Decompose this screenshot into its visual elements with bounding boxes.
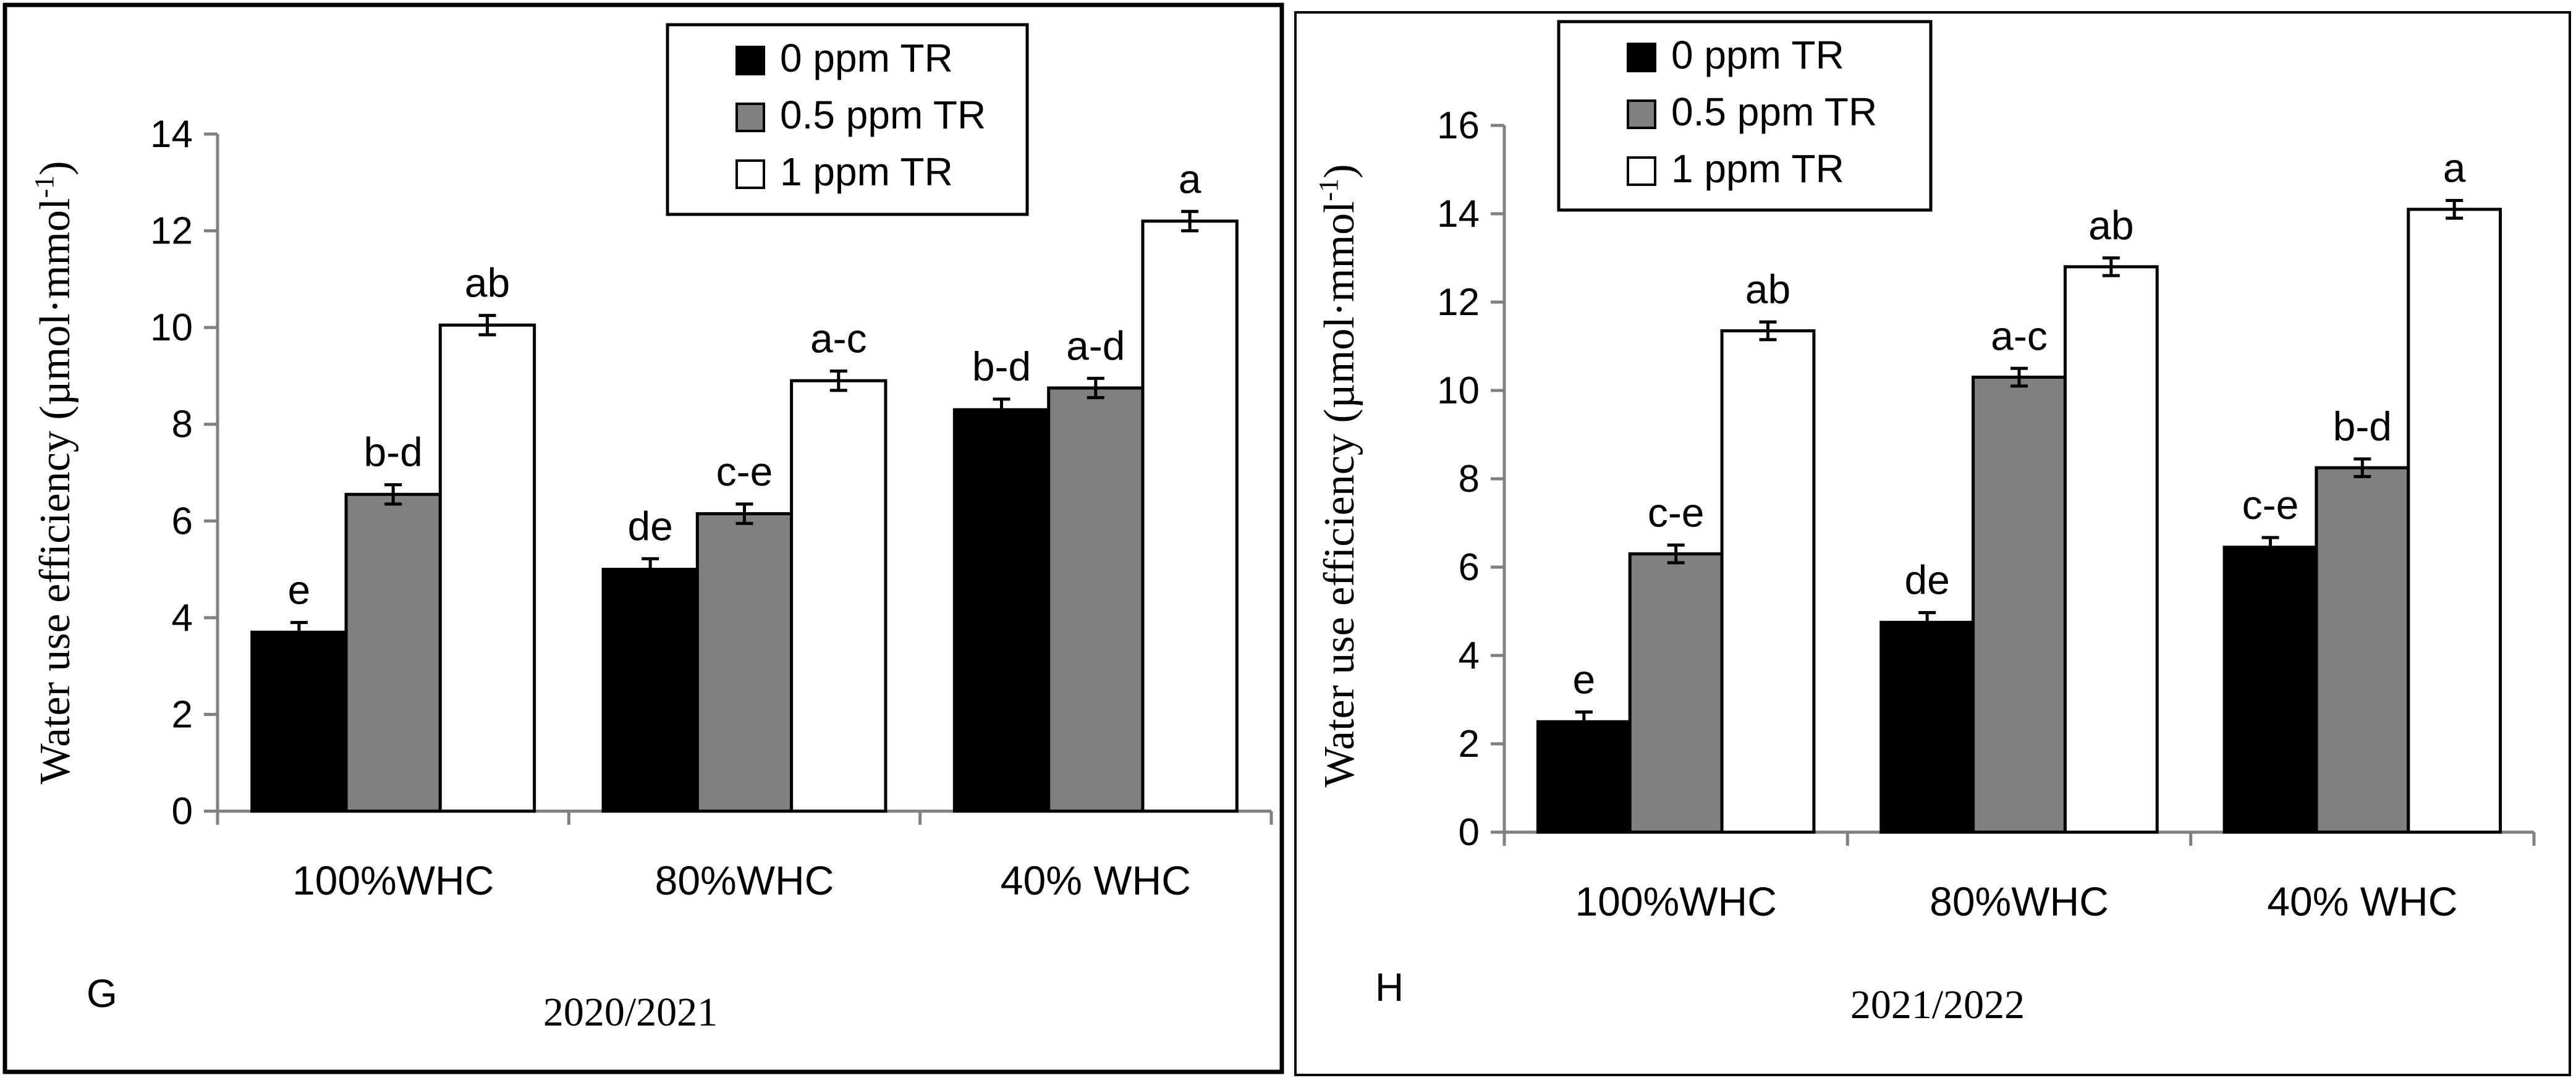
legend-label: 0 ppm TR <box>1671 33 1844 77</box>
legend-label: 1 ppm TR <box>1671 146 1844 191</box>
legend-swatch <box>1627 156 1656 186</box>
significance-letter: a-c <box>1991 313 2048 358</box>
y-tick-label: 6 <box>172 500 193 542</box>
legend-box <box>666 23 1029 216</box>
x-category-label: 80%WHC <box>655 858 834 903</box>
y-tick-label: 8 <box>172 403 193 446</box>
significance-letter: ab <box>465 260 510 306</box>
bar-0-ppm-tr <box>1536 720 1632 834</box>
y-tick-label: 14 <box>150 113 193 156</box>
bar-1-ppm-tr <box>790 379 888 813</box>
chart-panel-G: 0 2 4 6 8 10 12 14 100%WHC e b-d ab 80%WHC de c-e a-c 40… <box>2 2 1284 1074</box>
significance-letter: a-c <box>810 316 867 361</box>
y-axis-label-main: Water use efficiency (µmol·mmol <box>32 198 79 785</box>
y-tick-label: 0 <box>1459 811 1480 854</box>
x-category-label: 100%WHC <box>292 858 494 903</box>
significance-letter: b-d <box>972 343 1031 389</box>
y-tick-label: 10 <box>150 306 193 349</box>
bar-0-5-ppm-tr <box>344 492 442 813</box>
bar-0-ppm-tr <box>601 568 699 813</box>
bar-0-ppm-tr <box>250 630 348 813</box>
significance-letter: b-d <box>2333 403 2392 449</box>
y-axis-label: Water use efficiency (µmol·mmol-1) <box>1313 164 1363 788</box>
chart-frame <box>1294 11 2571 1076</box>
legend-swatch <box>735 159 765 189</box>
y-axis-label-superscript: -1 <box>29 175 59 198</box>
legend-label: 0.5 ppm TR <box>780 93 986 137</box>
y-axis-label: Water use efficiency (µmol·mmol-1) <box>29 161 79 785</box>
legend-swatch <box>735 46 765 75</box>
legend-box <box>1557 20 1933 212</box>
bar-1-ppm-tr <box>1141 219 1239 813</box>
panel-label: G <box>87 971 117 1016</box>
chart-panel-H: 0 2 4 6 8 10 12 14 16 100%WHC e c-e ab 80%WHC de a-c ab 4… <box>1294 11 2571 1076</box>
y-axis-label-close: ) <box>1316 164 1363 179</box>
y-tick-label: 14 <box>1437 193 1480 235</box>
x-category-label: 40% WHC <box>2267 879 2457 924</box>
bar-1-ppm-tr <box>1720 329 1816 834</box>
y-tick-label: 0 <box>172 790 193 833</box>
legend-swatch <box>1627 43 1656 72</box>
y-axis-label-main: Water use efficiency (µmol·mmol <box>1316 201 1363 788</box>
x-category-label: 100%WHC <box>1575 879 1776 924</box>
chart-frame <box>2 2 1284 1074</box>
significance-letter: a <box>2443 145 2466 191</box>
significance-letter: ab <box>1745 266 1790 312</box>
season-label: 2020/2021 <box>543 990 718 1035</box>
bar-0-ppm-tr <box>2222 546 2318 834</box>
season-label: 2021/2022 <box>1850 982 2025 1027</box>
bar-1-ppm-tr <box>438 323 536 813</box>
legend-swatch <box>735 103 765 132</box>
y-tick-label: 12 <box>1437 281 1480 324</box>
bar-0-5-ppm-tr <box>695 512 794 813</box>
significance-letter: ab <box>2088 203 2133 248</box>
significance-letter: de <box>1904 557 1949 603</box>
bar-1-ppm-tr <box>2407 208 2502 834</box>
bar-1-ppm-tr <box>2063 265 2159 834</box>
y-tick-label: 16 <box>1437 104 1480 147</box>
y-tick-label: 6 <box>1459 546 1480 589</box>
legend-swatch <box>1627 99 1656 129</box>
significance-letter: de <box>627 503 672 549</box>
y-tick-label: 10 <box>1437 369 1480 412</box>
legend-label: 1 ppm TR <box>780 150 953 194</box>
bar-0-5-ppm-tr <box>2315 466 2410 834</box>
bar-0-ppm-tr <box>952 408 1051 813</box>
significance-letter: e <box>287 567 310 613</box>
y-tick-label: 8 <box>1459 458 1480 500</box>
significance-letter: e <box>1572 657 1595 702</box>
y-axis-label-close: ) <box>32 161 79 175</box>
significance-letter: a-d <box>1066 322 1125 368</box>
legend-label: 0.5 ppm TR <box>1671 90 1877 134</box>
bar-0-5-ppm-tr <box>1047 386 1145 813</box>
significance-letter: a <box>1179 156 1201 201</box>
significance-letter: c-e <box>1648 489 1705 535</box>
x-category-label: 40% WHC <box>1001 858 1191 903</box>
y-tick-label: 2 <box>172 693 193 736</box>
y-tick-label: 4 <box>172 597 193 639</box>
bar-0-5-ppm-tr <box>1972 376 2067 834</box>
y-tick-label: 2 <box>1459 723 1480 765</box>
significance-letter: b-d <box>363 429 422 475</box>
x-category-label: 80%WHC <box>1930 879 2109 924</box>
bar-0-5-ppm-tr <box>1628 552 1724 834</box>
bar-0-ppm-tr <box>1879 620 1975 834</box>
significance-letter: c-e <box>2242 482 2299 528</box>
y-axis-label-superscript: -1 <box>1313 179 1344 201</box>
y-tick-label: 12 <box>150 210 193 253</box>
significance-letter: c-e <box>716 449 773 494</box>
y-tick-label: 4 <box>1459 634 1480 677</box>
legend-label: 0 ppm TR <box>780 36 953 80</box>
panel-label: H <box>1375 965 1404 1009</box>
